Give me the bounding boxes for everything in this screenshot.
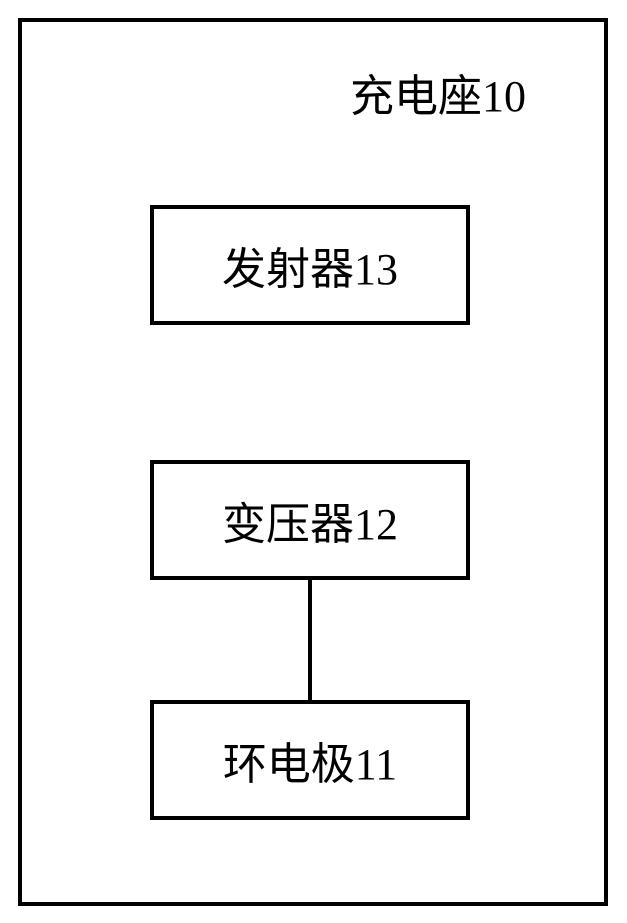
block-transmitter: 发射器13	[150, 205, 470, 325]
block-label-transmitter: 发射器13	[222, 233, 398, 297]
block-label-ring-electrode: 环电极11	[223, 728, 397, 792]
connector-transformer-to-ring-electrode	[308, 580, 312, 700]
diagram-title: 充电座10	[350, 60, 526, 124]
block-ring-electrode: 环电极11	[150, 700, 470, 820]
block-label-transformer: 变压器12	[222, 488, 398, 552]
block-transformer: 变压器12	[150, 460, 470, 580]
